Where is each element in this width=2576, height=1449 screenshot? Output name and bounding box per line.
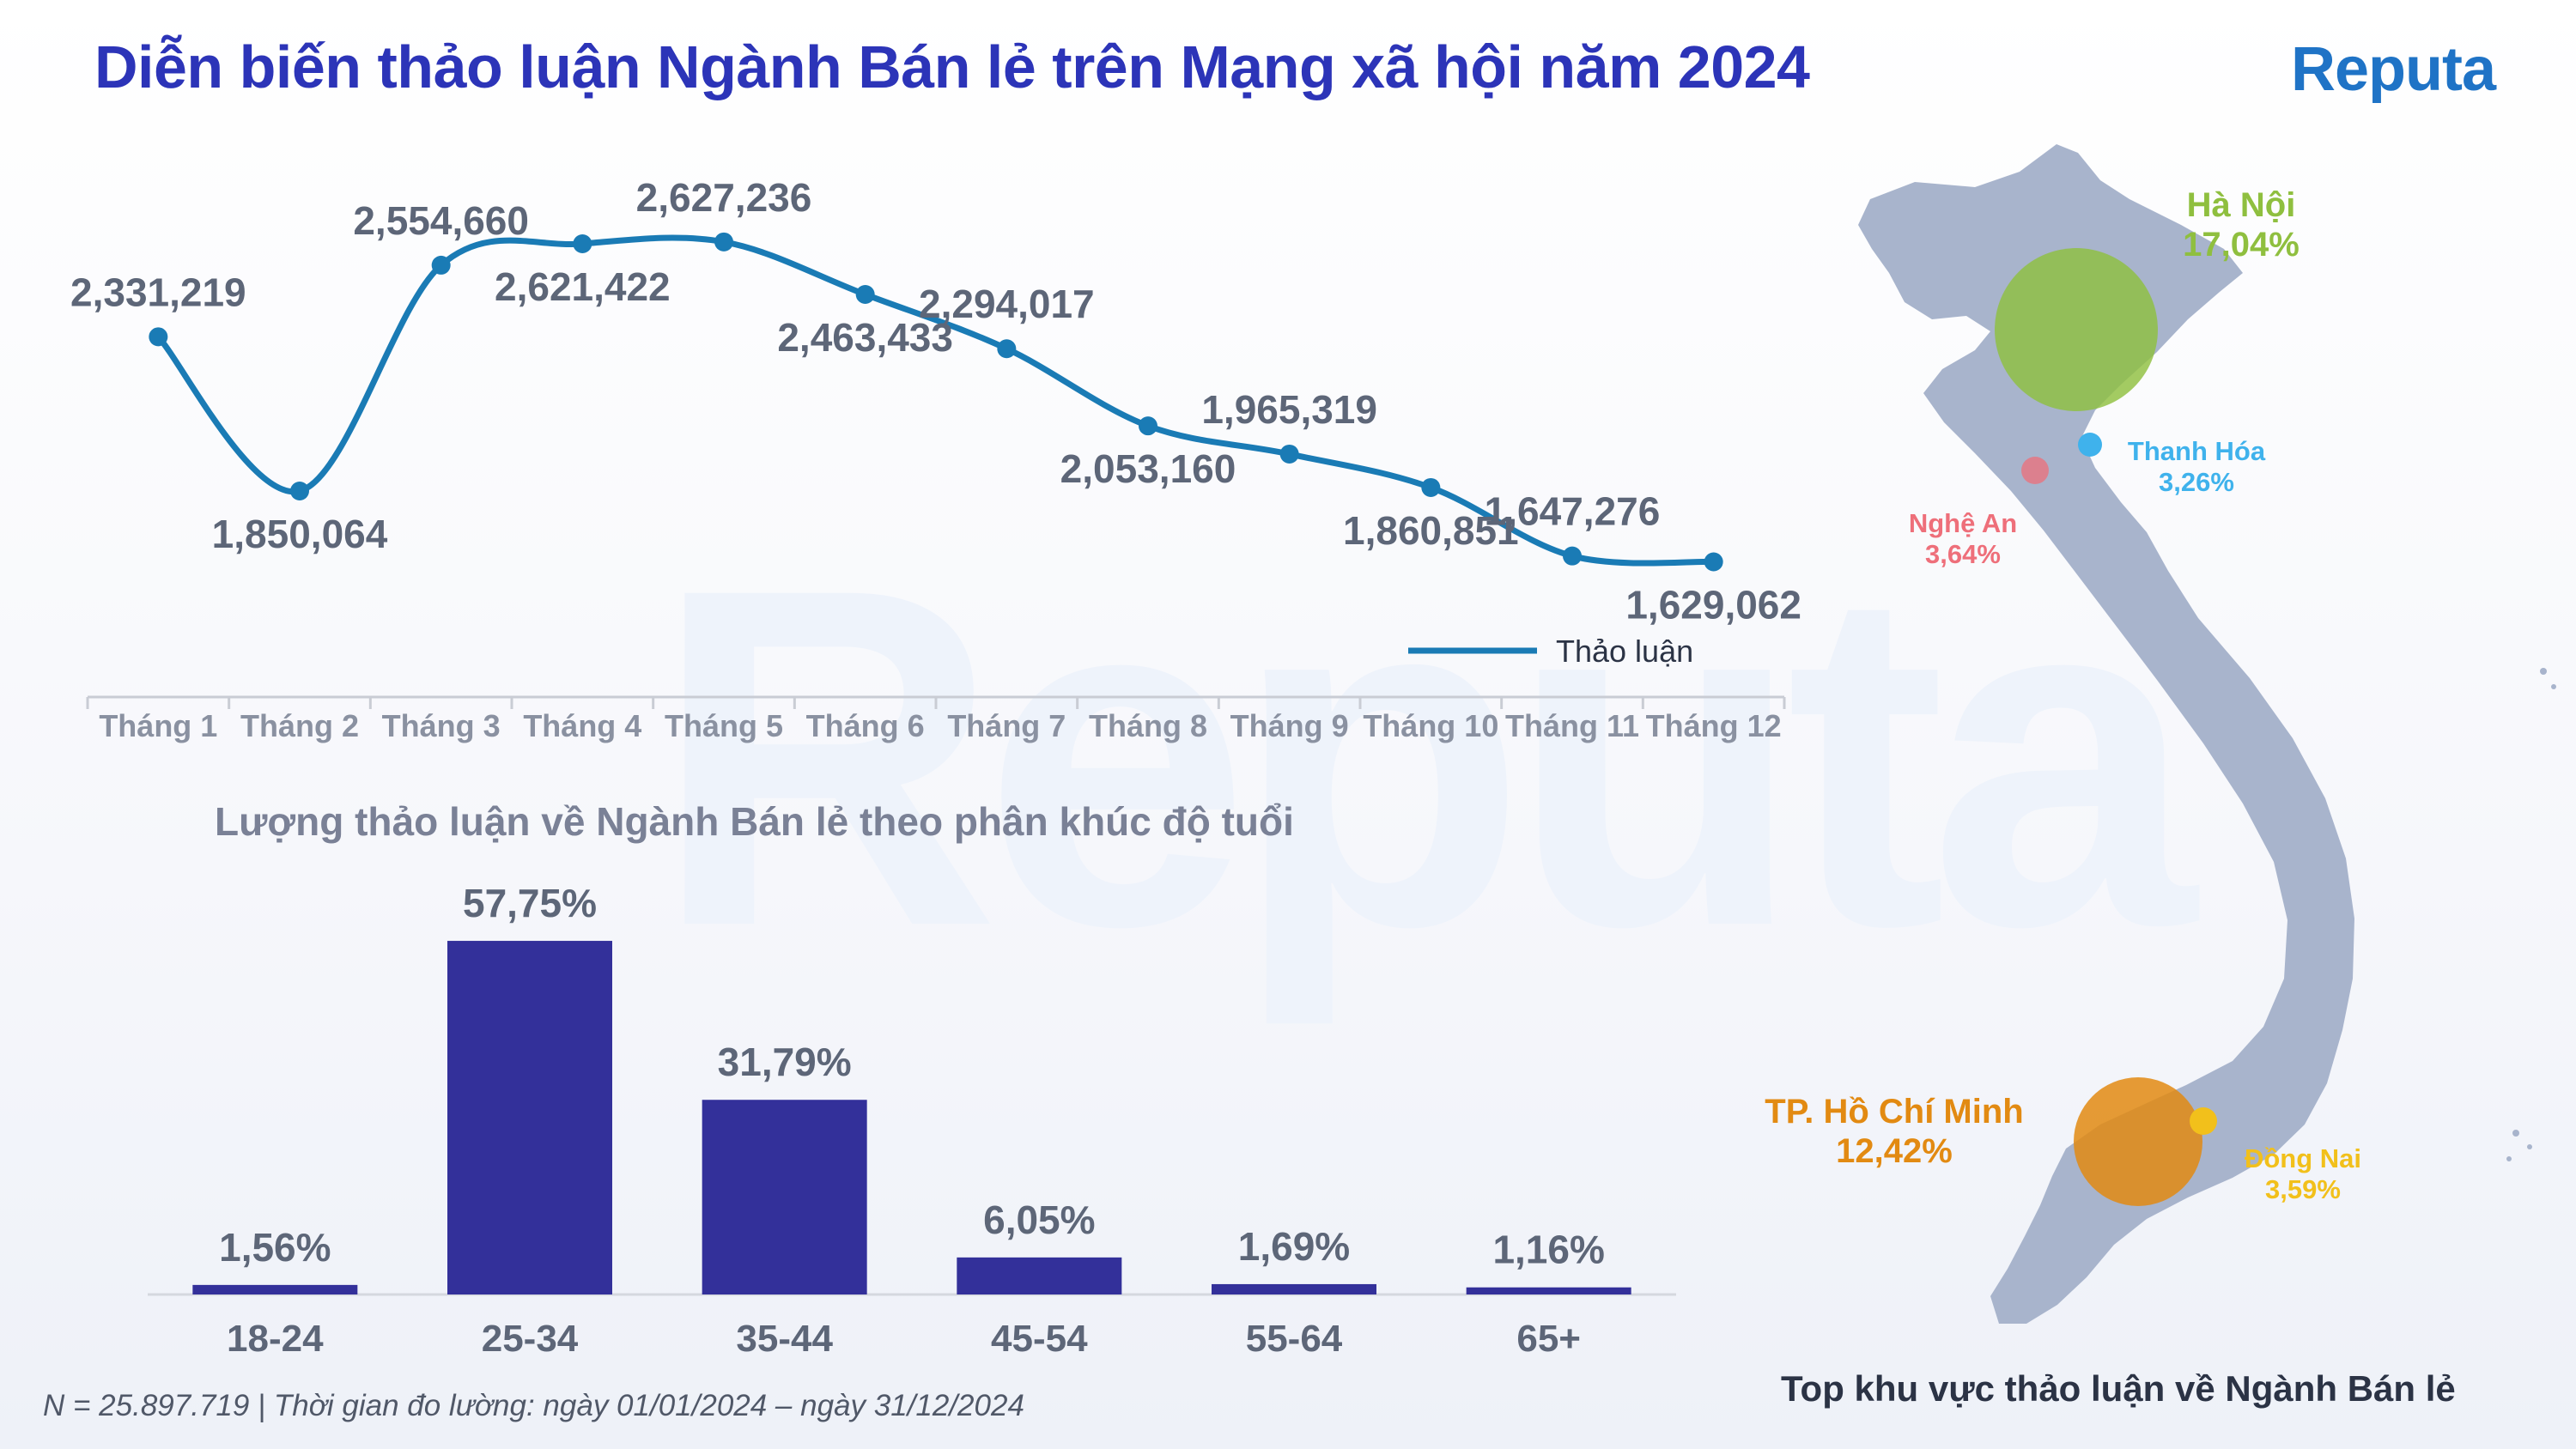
legend-label: Thảo luận: [1556, 634, 1693, 669]
data-label: 2,331,219: [70, 270, 246, 314]
map-bubble: [2021, 457, 2049, 484]
bar-chart-title: Lượng thảo luận về Ngành Bán lẻ theo phâ…: [215, 799, 1294, 844]
bar: [702, 1100, 867, 1294]
map-island-dot: [2512, 1130, 2519, 1137]
bar-value-label: 1,69%: [1238, 1224, 1350, 1269]
region-percentage: 3,26%: [2159, 466, 2234, 497]
data-label: 1,647,276: [1485, 489, 1661, 534]
map-island-dot: [2551, 684, 2556, 689]
region-name: Thanh Hóa: [2127, 436, 2266, 466]
bar-category-label: 35-44: [736, 1318, 833, 1360]
bar-category-label: 18-24: [227, 1318, 324, 1360]
bar: [192, 1284, 358, 1294]
map-bubble: [1995, 248, 2158, 411]
x-tick-label: Tháng 11: [1505, 708, 1639, 743]
data-label: 2,554,660: [353, 198, 529, 243]
bar-value-label: 31,79%: [718, 1040, 852, 1084]
brand-logo: Reputa: [2291, 34, 2496, 105]
map-bubble: [2074, 1077, 2202, 1206]
bar: [447, 941, 612, 1294]
x-tick-label: Tháng 7: [947, 708, 1066, 743]
bar-value-label: 57,75%: [463, 881, 597, 925]
region-name: Đồng Nai: [2244, 1143, 2362, 1173]
region-name: TP. Hồ Chí Minh: [1765, 1093, 2024, 1131]
x-tick-label: Tháng 12: [1646, 708, 1782, 743]
map-region-label: Thanh Hóa 3,26%: [2128, 436, 2265, 497]
data-label: 2,621,422: [495, 264, 671, 309]
x-tick-label: Tháng 6: [806, 708, 925, 743]
bar-value-label: 6,05%: [983, 1197, 1095, 1242]
data-label: 2,463,433: [777, 315, 953, 360]
data-point: [1563, 546, 1582, 566]
map-region-label: Nghệ An 3,64%: [1909, 508, 2017, 569]
bar: [957, 1257, 1122, 1294]
region-percentage: 3,59%: [2265, 1173, 2341, 1204]
page-title: Diễn biến thảo luận Ngành Bán lẻ trên Mạ…: [94, 33, 1810, 100]
x-tick-label: Tháng 9: [1230, 708, 1349, 743]
bar-category-label: 55-64: [1246, 1318, 1343, 1360]
map-region-label: Đồng Nai 3,59%: [2245, 1143, 2361, 1204]
region-percentage: 3,64%: [1925, 538, 2001, 569]
map-caption: Top khu vực thảo luận về Ngành Bán lẻ: [1781, 1368, 2456, 1409]
data-point: [1704, 552, 1723, 572]
x-tick-label: Tháng 3: [382, 708, 501, 743]
map-region-label: TP. Hồ Chí Minh 12,42%: [1765, 1092, 2023, 1171]
x-tick-label: Tháng 10: [1363, 708, 1498, 743]
bar-category-label: 45-54: [991, 1318, 1088, 1360]
line-chart: Tháng 1 Tháng 2 Tháng 3 Tháng 4 Tháng 5 Tháng…: [70, 175, 1801, 743]
vietnam-map: [1858, 144, 2556, 1324]
brand-logo-text: Reputa: [2291, 35, 2496, 104]
x-tick-label: Tháng 1: [99, 708, 217, 743]
x-tick-label: Tháng 5: [665, 708, 783, 743]
bar-category-label: 25-34: [482, 1318, 579, 1360]
map-region-label: Hà Nội 17,04%: [2183, 185, 2300, 264]
map-bubble: [2078, 433, 2102, 457]
data-point: [1279, 444, 1299, 464]
bar-value-label: 1,16%: [1492, 1228, 1604, 1272]
data-label: 2,053,160: [1060, 446, 1236, 491]
data-label: 1,860,851: [1343, 508, 1519, 553]
bar-value-label: 1,56%: [219, 1225, 331, 1270]
data-label: 2,294,017: [919, 282, 1095, 326]
data-label: 1,629,062: [1625, 582, 1801, 627]
map-island-dot: [2540, 668, 2547, 675]
vietnam-map-shape: [1858, 144, 2354, 1324]
map-bubbles: [1995, 248, 2217, 1206]
data-point: [431, 255, 451, 275]
data-point: [1139, 416, 1157, 436]
x-tick-label: Tháng 8: [1089, 708, 1207, 743]
map-island-dot: [2506, 1156, 2512, 1161]
map-island-dot: [2527, 1144, 2532, 1149]
region-percentage: 12,42%: [1836, 1132, 1953, 1170]
region-name: Nghệ An: [1908, 508, 2018, 538]
data-point: [997, 339, 1017, 359]
bar-chart: 1,56% 18-24 57,75% 25-34 31,79% 35-44 6,05% 45-…: [148, 881, 1676, 1360]
x-tick-label: Tháng 4: [523, 708, 641, 743]
data-point: [714, 232, 733, 252]
bar: [1466, 1287, 1631, 1294]
data-label: 1,850,064: [212, 512, 388, 556]
data-point: [855, 284, 875, 304]
bar-category-label: 65+: [1516, 1318, 1581, 1360]
bar: [1212, 1283, 1376, 1294]
region-name: Hà Nội: [2186, 186, 2296, 224]
map-bubble: [2190, 1107, 2217, 1135]
data-point: [573, 234, 592, 254]
data-label: 1,965,319: [1201, 387, 1377, 432]
data-label: 2,627,236: [636, 175, 812, 220]
footnote: N = 25.897.719 | Thời gian đo lường: ngà…: [43, 1389, 1024, 1422]
region-percentage: 17,04%: [2183, 226, 2300, 264]
data-point: [290, 481, 309, 500]
data-point: [149, 327, 168, 347]
data-point: [1421, 477, 1441, 497]
x-tick-label: Tháng 2: [240, 708, 359, 743]
